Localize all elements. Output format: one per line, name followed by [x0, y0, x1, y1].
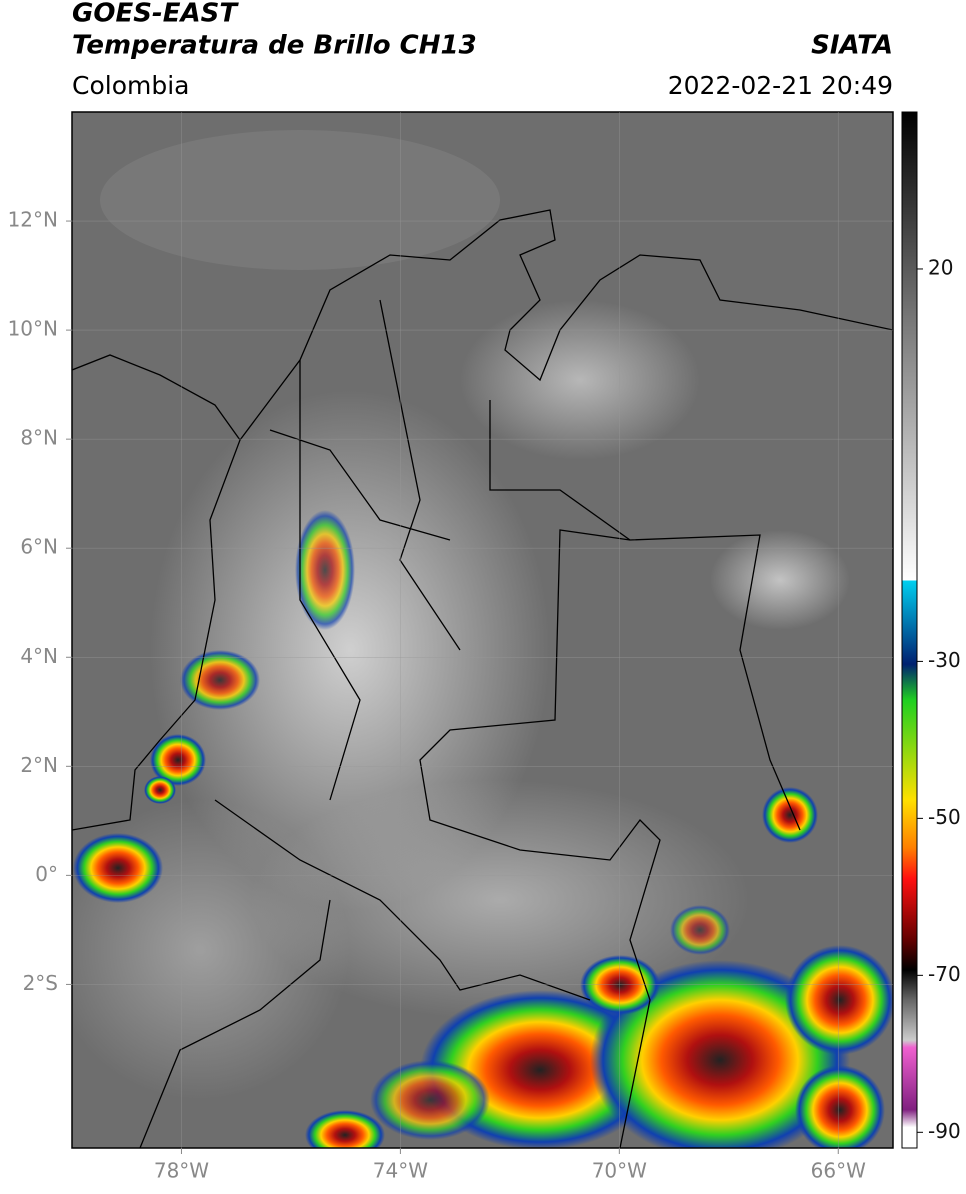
region: Colombia [72, 71, 189, 100]
y-tick-label: 12°N [8, 208, 58, 232]
colorbar-label: 20 [928, 255, 953, 279]
datetime: 2022-02-21 20:49 [668, 71, 893, 100]
x-tick-label: 66°W [811, 1159, 866, 1183]
colorbar [901, 111, 918, 1149]
x-tick-label: 74°W [373, 1159, 428, 1183]
y-tick-label: 0° [35, 862, 58, 886]
colorbar-label: -90 [928, 1119, 961, 1143]
title: GOES-EAST [72, 0, 239, 29]
y-tick-label: 2°S [23, 971, 58, 995]
y-tick-label: 4°N [20, 644, 58, 668]
y-tick-label: 2°N [20, 753, 58, 777]
y-tick-label: 10°N [8, 317, 58, 341]
colorbar-label: -30 [928, 648, 961, 672]
x-tick-label: 70°W [592, 1159, 647, 1183]
map-frame [71, 111, 894, 1149]
colorbar-label: -70 [928, 962, 961, 986]
colorbar-label: -50 [928, 805, 961, 829]
subtitle: Temperatura de Brillo CH13 [72, 31, 477, 61]
source: SIATA [811, 31, 893, 61]
x-tick-label: 78°W [154, 1159, 209, 1183]
y-tick-label: 8°N [20, 426, 58, 450]
satellite-image [72, 112, 893, 1148]
y-tick-label: 6°N [20, 535, 58, 559]
